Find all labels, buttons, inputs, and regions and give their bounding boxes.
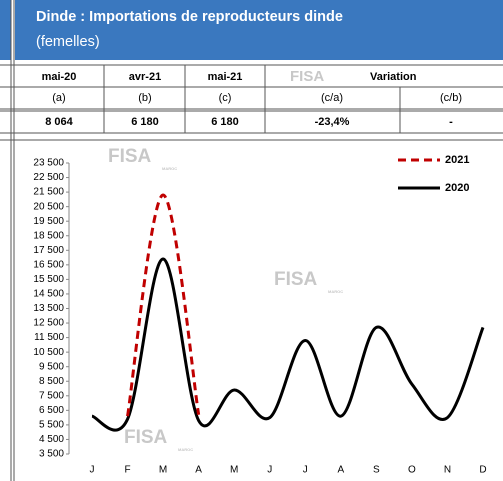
table-grid [0, 64, 503, 141]
header-title: Dinde : Importations de reproducteurs di… [36, 9, 343, 25]
table-cell: (a) [52, 92, 65, 104]
y-tick-label: 12 500 [33, 318, 64, 329]
table-cell: -23,4% [315, 116, 350, 128]
x-tick-label: O [408, 465, 416, 476]
watermark-logo: FISA [124, 427, 168, 448]
y-tick-label: 8 500 [39, 376, 64, 387]
y-tick-label: 14 500 [33, 289, 64, 300]
x-tick-label: M [230, 465, 238, 476]
y-tick-label: 23 500 [33, 158, 64, 169]
x-tick-label: J [303, 465, 308, 476]
y-tick-label: 16 500 [33, 259, 64, 270]
x-tick-label: J [267, 465, 272, 476]
x-tick-label: N [444, 465, 451, 476]
legend-label: 2021 [445, 154, 469, 166]
y-tick-label: 13 500 [33, 303, 64, 314]
x-tick-label: M [159, 465, 167, 476]
left-panel-header [0, 0, 11, 60]
table-cell: (c/a) [321, 92, 343, 104]
table-cell: 6 180 [211, 116, 239, 128]
y-tick-label: 11 500 [34, 332, 64, 343]
y-tick-label: 15 500 [33, 274, 64, 285]
y-tick-label: 20 500 [33, 201, 64, 212]
table-header: mai-20 [42, 71, 77, 83]
y-tick-label: 17 500 [33, 245, 64, 256]
y-tick-label: 7 500 [39, 390, 64, 401]
x-tick-label: A [337, 465, 344, 476]
table-cell: 8 064 [45, 116, 73, 128]
y-tick-label: 10 500 [33, 347, 64, 358]
watermark-sub: MAROC [328, 289, 343, 294]
y-tick-label: 6 500 [39, 405, 64, 416]
watermark-sub: MAROC [162, 166, 177, 171]
x-tick-label: D [479, 465, 486, 476]
table-cell: - [449, 116, 453, 128]
y-tick-label: 5 500 [39, 420, 64, 431]
series-line [91, 257, 485, 432]
watermark-sub: MAROC [178, 447, 193, 452]
legend-label: 2020 [445, 182, 469, 194]
table-cell: (c/b) [440, 92, 462, 104]
watermark-logo: FISA [108, 146, 152, 167]
table-cell: (c) [219, 92, 232, 104]
x-tick-label: A [195, 465, 202, 476]
table-cell: 6 180 [131, 116, 159, 128]
y-tick-label: 22 500 [33, 172, 64, 183]
table-header: Variation [370, 71, 417, 83]
header-box [15, 0, 503, 60]
x-tick-label: J [90, 465, 95, 476]
watermark-logo: FISA [274, 269, 318, 290]
series-line [126, 193, 201, 417]
table-header: mai-21 [208, 71, 243, 83]
y-tick-label: 3 500 [39, 449, 64, 460]
y-tick-label: 19 500 [33, 216, 64, 227]
header-subtitle: (femelles) [36, 34, 100, 50]
y-tick-label: 4 500 [39, 434, 64, 445]
y-tick-label: 18 500 [33, 230, 64, 241]
table-cell: (b) [138, 92, 151, 104]
y-tick-label: 9 500 [39, 361, 64, 372]
x-tick-label: F [124, 465, 130, 476]
table-header: avr-21 [129, 71, 161, 83]
watermark-logo: FISA [290, 68, 324, 85]
y-tick-label: 21 500 [33, 187, 64, 198]
x-tick-label: S [373, 465, 380, 476]
